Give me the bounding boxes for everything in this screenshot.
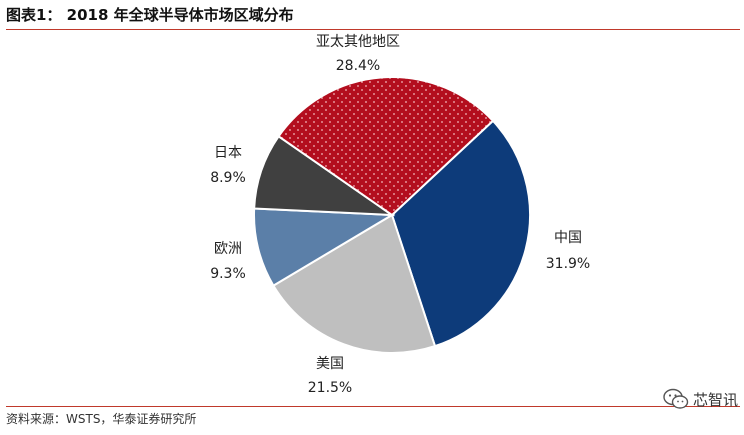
chart-title: 图表1： 2018 年全球半导体市场区域分布 — [6, 6, 294, 24]
slice-name-label: 美国 — [316, 356, 344, 372]
slice-value-label: 8.9% — [210, 170, 246, 186]
slice-value-label: 28.4% — [336, 58, 380, 74]
pie-slice-0 — [390, 119, 532, 348]
slice-value-label: 21.5% — [308, 380, 352, 396]
slice-name-label: 中国 — [554, 230, 582, 246]
wechat-icon — [663, 388, 689, 409]
slice-name-label: 亚太其他地区 — [316, 34, 400, 50]
bottom-divider — [6, 406, 740, 407]
pie-slice-4 — [277, 75, 495, 217]
watermark-text: 芯智讯 — [692, 390, 738, 409]
source-note: 资料来源：WSTS，华泰证券研究所 — [6, 412, 197, 426]
slice-name-label: 日本 — [214, 145, 242, 161]
slice-name-label: 欧洲 — [214, 241, 242, 257]
watermark: 芯智讯 — [663, 388, 738, 410]
slice-value-label: 9.3% — [210, 266, 246, 282]
slice-value-label: 31.9% — [546, 256, 590, 272]
top-divider — [6, 29, 740, 30]
pie-slice-2 — [253, 207, 396, 287]
pie-slice-1 — [272, 213, 437, 354]
